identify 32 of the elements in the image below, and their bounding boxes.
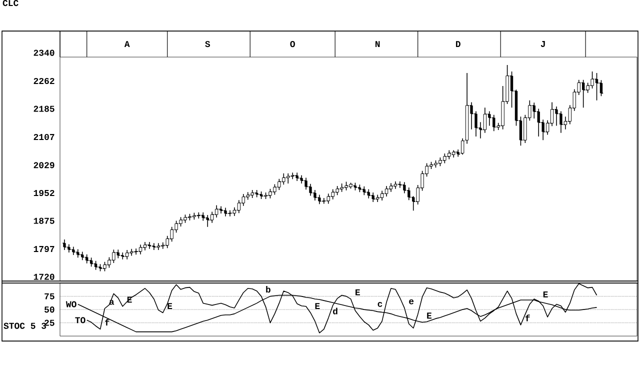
y-tick-label: 75 [44, 293, 54, 300]
series-label: TO [75, 317, 86, 324]
y-tick-label: 2185 [34, 106, 54, 112]
data-label: E [315, 303, 320, 310]
series-label: WO [66, 301, 76, 308]
x-tick-label: A [124, 41, 130, 47]
data-label: f [104, 318, 110, 326]
y-tick-label: 2340 [34, 50, 54, 56]
y-tick-label: 1952 [34, 190, 54, 196]
data-label: b [266, 286, 270, 293]
y-tick-label: 2107 [34, 134, 54, 140]
x-tick-label: N [375, 41, 380, 47]
chart-title: CLC [2, 0, 18, 6]
x-tick-label: J [540, 41, 545, 48]
y-tick-label: 1797 [34, 246, 54, 252]
data-label: E [356, 289, 360, 296]
y-tick-label: 1720 [34, 274, 54, 280]
data-label: d [333, 308, 338, 314]
x-tick-label: O [290, 40, 295, 48]
y-tick-label: 2262 [34, 78, 54, 84]
data-label: e [409, 299, 414, 304]
y-tick-label: 50 [44, 306, 54, 313]
y-tick-label: 25 [44, 320, 54, 326]
data-label: E [168, 303, 172, 310]
x-tick-label: S [205, 40, 210, 48]
y-tick-label: 2029 [34, 162, 54, 168]
y-tick-label: 1875 [34, 218, 54, 224]
data-label: E [543, 291, 548, 298]
data-label: c [378, 302, 382, 307]
data-label: E [427, 312, 432, 319]
x-tick-label: D [456, 41, 460, 47]
data-label: f [525, 314, 530, 322]
